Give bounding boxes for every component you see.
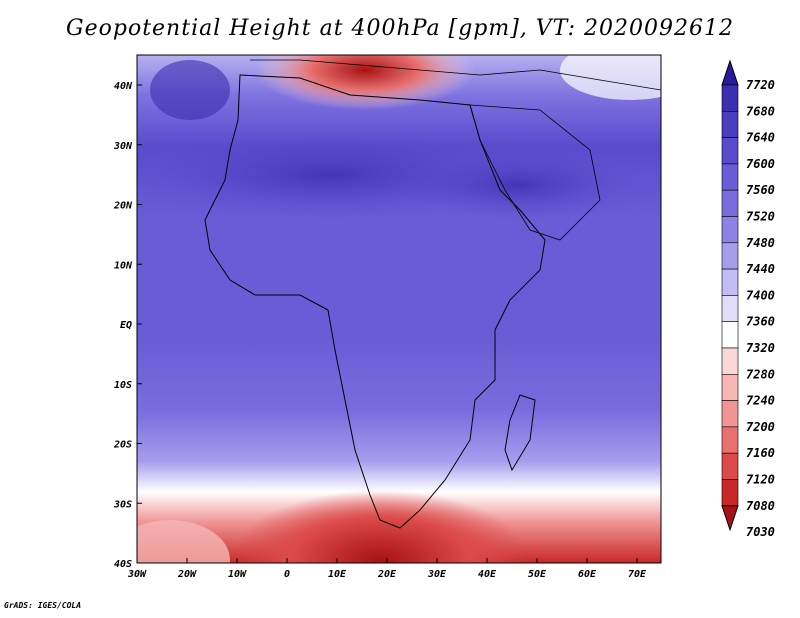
colorbar-level-label: 7520 bbox=[746, 210, 775, 224]
lon-tick-label: 70E bbox=[628, 569, 647, 580]
grads-credit: GrADS: IGES/COLA bbox=[4, 601, 82, 610]
contour-field bbox=[137, 55, 661, 563]
map-frame bbox=[136, 54, 662, 564]
colorbar-level-label: 7440 bbox=[746, 262, 775, 276]
lon-tick-label: 60E bbox=[578, 569, 597, 580]
colorbar-level-label: 7120 bbox=[746, 473, 775, 487]
colorbar-swatch bbox=[721, 216, 739, 244]
lat-tick-label: 10N bbox=[114, 260, 133, 271]
lat-tick-label: 20S bbox=[113, 440, 132, 451]
colorbar-swatch bbox=[721, 400, 739, 428]
colorbar-swatch bbox=[721, 163, 739, 191]
colorbar-swatch bbox=[721, 111, 739, 138]
colorbar-level-label: 7320 bbox=[746, 341, 775, 355]
colorbar-swatch bbox=[721, 479, 739, 507]
lat-tick-label: 20N bbox=[113, 201, 133, 212]
lon-tick-label: 0 bbox=[284, 569, 290, 580]
lon-tick-label: 30E bbox=[427, 569, 447, 580]
colorbar-level-label: 7080 bbox=[746, 499, 775, 513]
colorbar-swatch bbox=[721, 295, 739, 322]
colorbar-level-label: 7400 bbox=[746, 288, 775, 302]
colorbar-swatch bbox=[721, 137, 739, 165]
colorbar-swatch bbox=[721, 189, 739, 217]
colorbar-level-label: 7480 bbox=[746, 236, 775, 250]
lat-tick-label: 30N bbox=[113, 141, 133, 152]
colorbar-swatch bbox=[721, 268, 739, 296]
lon-tick-label: 20W bbox=[177, 569, 197, 580]
colorbar-level-label: 7160 bbox=[746, 446, 775, 460]
colorbar-level-label: 7680 bbox=[746, 104, 775, 118]
colorbar-swatch bbox=[721, 84, 739, 112]
lat-tick-label: EQ bbox=[120, 320, 132, 331]
colorbar-level-label: 7600 bbox=[746, 157, 775, 171]
lat-tick-label: 40N bbox=[114, 81, 133, 92]
colorbar-level-label: 7720 bbox=[746, 78, 775, 92]
lon-tick-label: 40E bbox=[478, 569, 497, 580]
lat-tick-label: 40S bbox=[114, 559, 132, 570]
lon-tick-label: 20E bbox=[377, 569, 397, 580]
colorbar-level-label: 7360 bbox=[746, 315, 775, 329]
colorbar-swatch bbox=[721, 321, 739, 349]
colorbar-swatch bbox=[721, 452, 739, 480]
lat-tick-label: 10S bbox=[114, 380, 132, 391]
colorbar-swatch bbox=[721, 426, 739, 454]
colorbar-level-label: 7640 bbox=[746, 131, 775, 145]
map-title: Geopotential Height at 400hPa [gpm], VT:… bbox=[66, 16, 734, 41]
lon-tick-label: 50E bbox=[528, 569, 547, 580]
lon-tick-label: 30W bbox=[127, 569, 147, 580]
colorbar-swatch bbox=[721, 242, 739, 270]
colorbar-top-arrow bbox=[721, 59, 739, 86]
colorbar-level-label: 7560 bbox=[746, 183, 775, 197]
colorbar-bottom-arrow bbox=[721, 505, 739, 532]
colorbar-level-label: 7200 bbox=[746, 420, 775, 434]
lon-tick-label: 10E bbox=[328, 569, 347, 580]
lat-tick-label: 30S bbox=[113, 499, 132, 510]
colorbar-swatch bbox=[721, 373, 739, 401]
colorbar-level-label: 7280 bbox=[746, 367, 775, 381]
colorbar-level-label: 7030 bbox=[746, 525, 775, 539]
lon-tick-label: 10W bbox=[228, 569, 247, 580]
colorbar-level-label: 7240 bbox=[746, 394, 775, 408]
colorbar-swatch bbox=[721, 347, 739, 375]
